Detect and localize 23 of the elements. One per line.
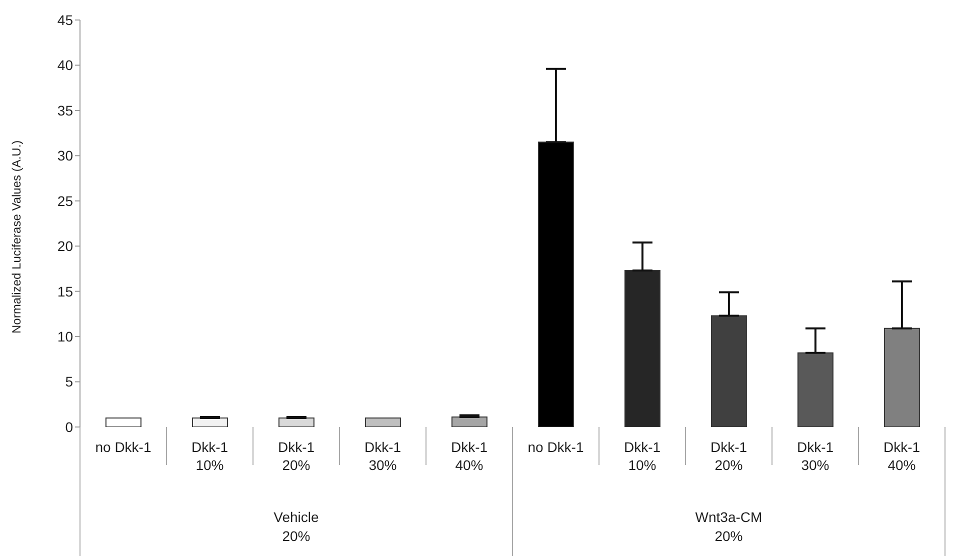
text: Vehicle 20% — [274, 509, 320, 544]
y-tick-label: 10 — [57, 328, 74, 345]
y-tick-label: 20 — [57, 238, 74, 254]
y-tick-label: 30 — [57, 148, 74, 164]
text: Wnt3a-CM 20% — [695, 509, 762, 544]
x-tick-label: Dkk-1 30% — [796, 439, 834, 473]
y-tick-label: 35 — [57, 102, 74, 118]
x-tick-label: Dkk-1 40% — [450, 439, 488, 473]
y-tick-label: 40 — [57, 57, 74, 74]
y-axis-title: Normalized Luciferase Values (A.U.) — [9, 140, 24, 334]
x-tick-label: Dkk-1 10% — [624, 439, 661, 473]
y-tick-label: 25 — [57, 192, 74, 209]
y-tick-label: 45 — [57, 12, 74, 28]
y-tick-label: 5 — [65, 374, 74, 390]
x-tick-label: Dkk-1 20% — [278, 439, 315, 473]
x-tick-label: Dkk-1 30% — [364, 439, 402, 473]
x-tick-label: Dkk-1 40% — [883, 439, 920, 473]
y-tick-label: 0 — [65, 418, 74, 435]
x-tick-label: Dkk-1 10% — [191, 439, 228, 473]
x-tick-label: Dkk-1 20% — [710, 439, 748, 473]
y-tick-label: 15 — [57, 283, 74, 300]
x-tick-label: no Dkk-1 — [528, 439, 584, 455]
x-tick-label: no Dkk-1 — [95, 439, 152, 455]
